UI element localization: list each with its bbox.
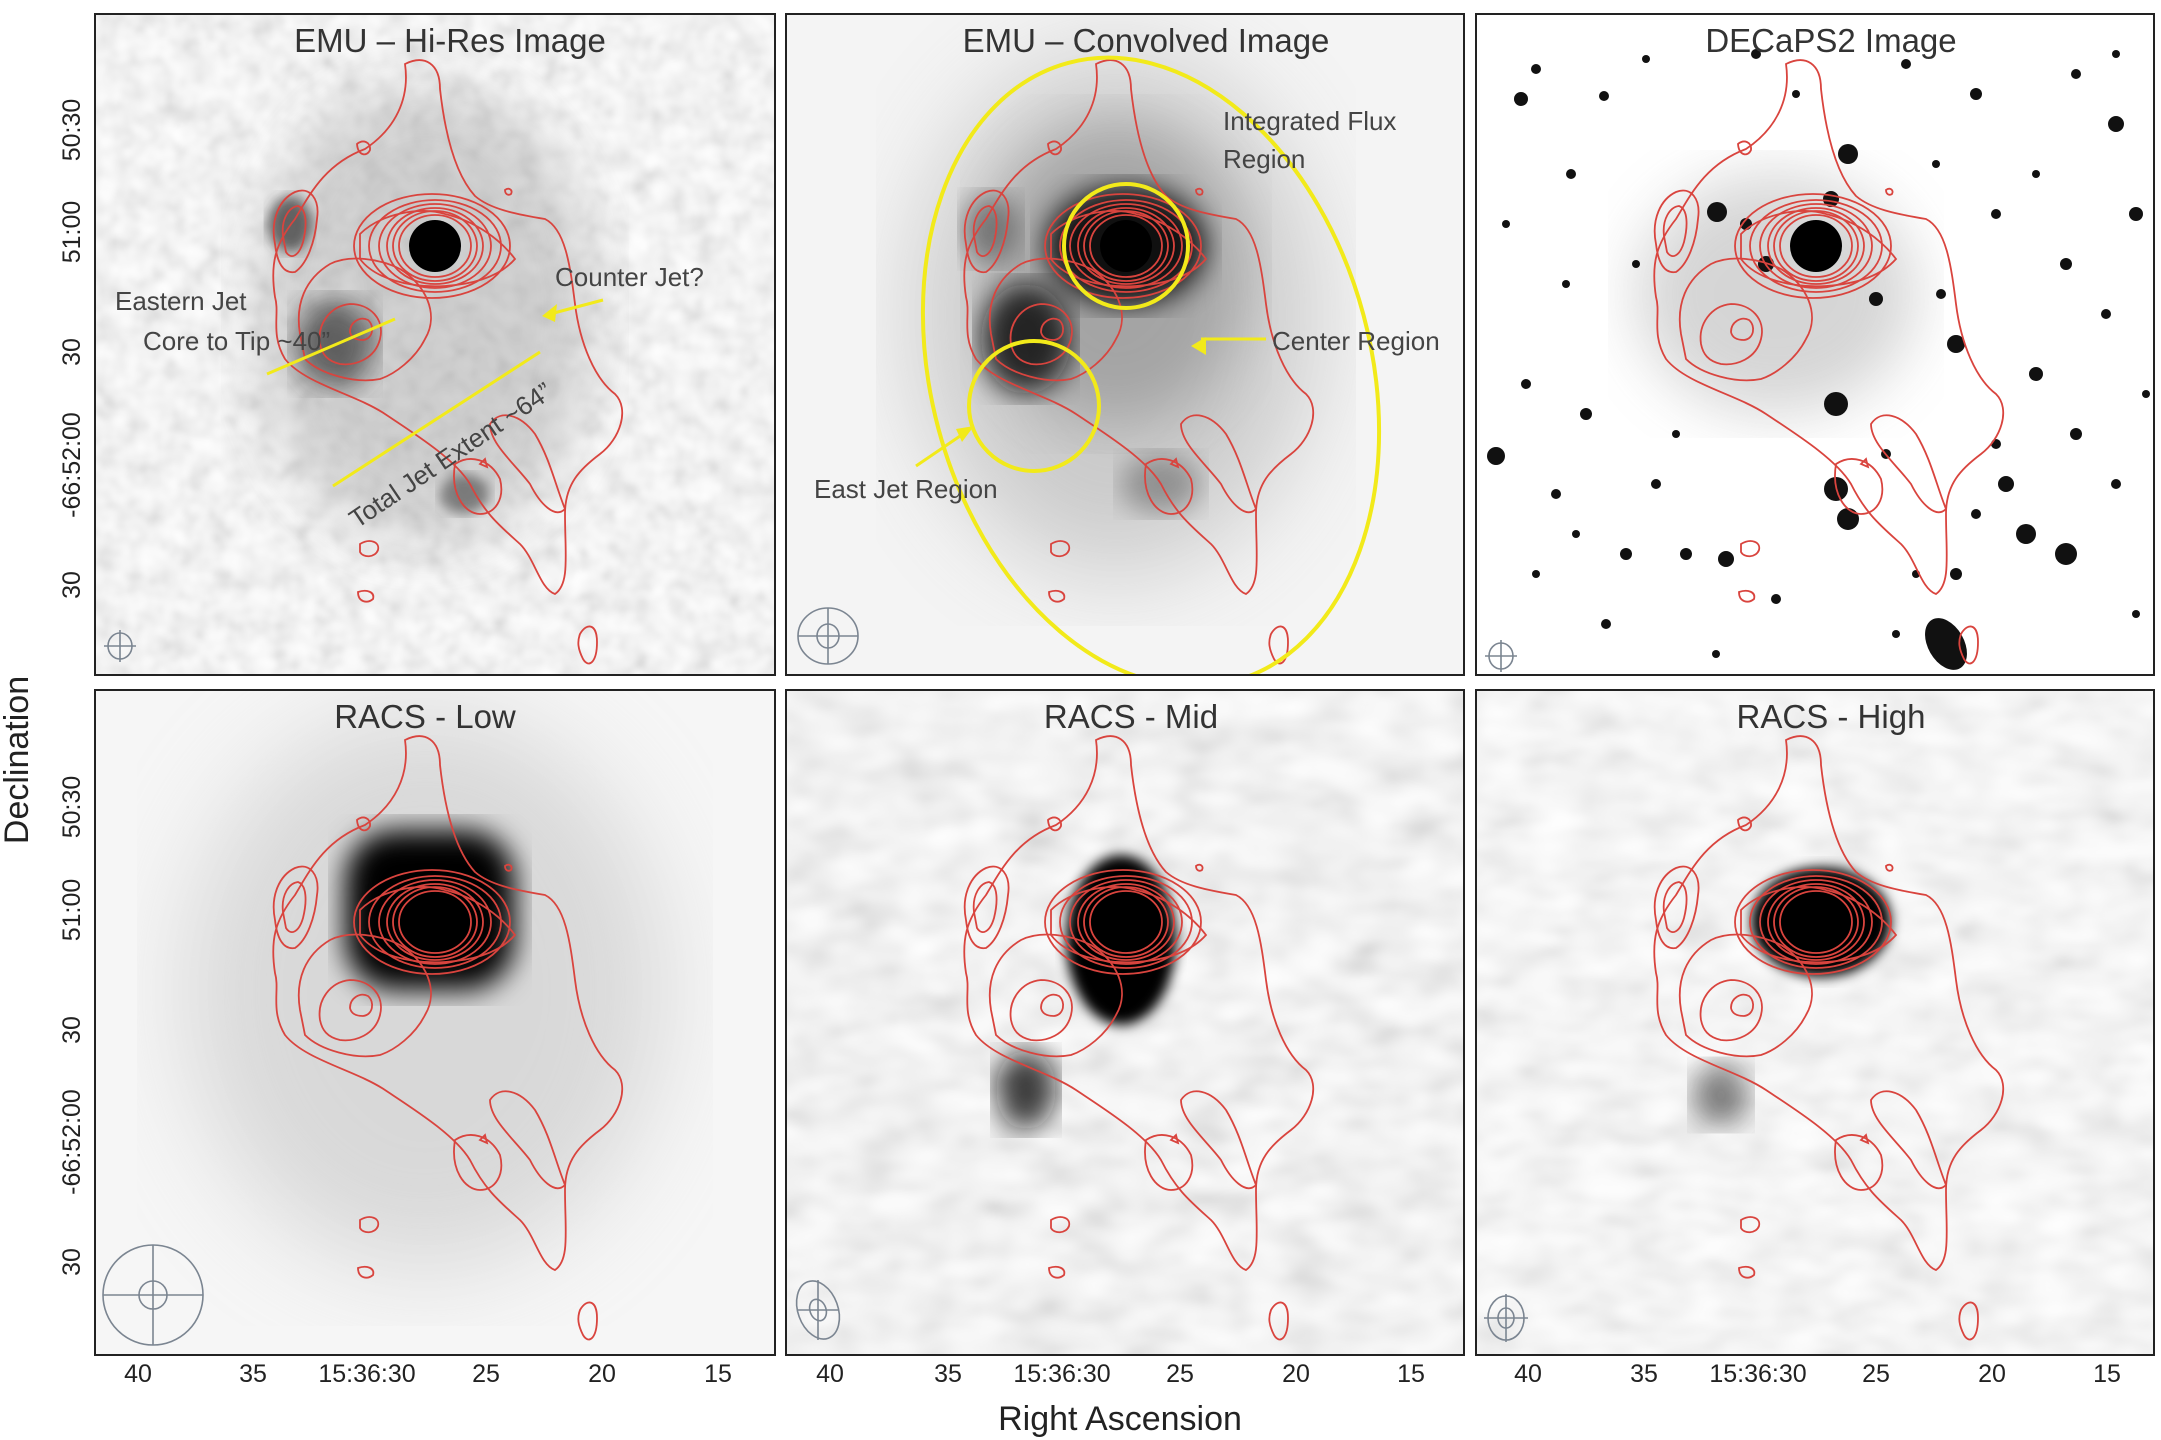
x-tick: 15:36:30 xyxy=(1709,1360,1806,1388)
beam-icon xyxy=(795,1280,841,1340)
panel-title: EMU – Hi-Res Image xyxy=(294,22,606,59)
x-tick: 25 xyxy=(1166,1360,1194,1388)
x-tick: 15:36:30 xyxy=(318,1360,415,1388)
y-tick: 50:30 xyxy=(58,99,86,162)
x-tick: 40 xyxy=(1514,1360,1542,1388)
integrated-flux-label-2: Region xyxy=(1223,144,1305,174)
panel-decaps2: DECaPS2 Image xyxy=(1475,13,2155,676)
x-tick: 35 xyxy=(934,1360,962,1388)
panel-title: DECaPS2 Image xyxy=(1705,22,1956,59)
y-ticks-row2: 50:30 51:00 30 -66:52:00 30 xyxy=(58,776,86,1276)
beam-icon xyxy=(102,1244,204,1346)
y-tick: -66:52:00 xyxy=(58,1089,86,1195)
x-tick: 20 xyxy=(588,1360,616,1388)
x-tick: 20 xyxy=(1282,1360,1310,1388)
panel-racs-mid: RACS - Mid xyxy=(785,689,1465,1356)
y-tick: 30 xyxy=(58,1248,86,1276)
y-tick: -66:52:00 xyxy=(58,412,86,518)
panel-title: RACS - High xyxy=(1737,698,1926,735)
y-tick: 30 xyxy=(58,571,86,599)
beam-icon xyxy=(104,630,136,662)
panel-racs-high: RACS - High xyxy=(1475,689,2155,1356)
panel-emu-hires: EMU – Hi-Res Image Eastern Jet Core to T… xyxy=(94,13,776,676)
center-region-label: Center Region xyxy=(1272,326,1440,356)
x-tick: 35 xyxy=(239,1360,267,1388)
beam-icon xyxy=(1485,640,1517,672)
eastern-jet-label-2: Core to Tip ~40” xyxy=(143,326,330,356)
x-tick: 25 xyxy=(1862,1360,1890,1388)
y-axis-title: Declination xyxy=(0,676,36,844)
x-ticks-panel5: 40 35 15:36:30 25 20 15 xyxy=(816,1360,1425,1388)
eastern-jet-line xyxy=(266,317,396,376)
integrated-flux-region xyxy=(920,55,1382,675)
y-tick: 50:30 xyxy=(58,776,86,839)
panel-title: RACS - Low xyxy=(334,698,516,735)
center-region xyxy=(1062,182,1190,310)
y-tick: 51:00 xyxy=(58,201,86,264)
x-tick: 15:36:30 xyxy=(1013,1360,1110,1388)
beam-icon xyxy=(797,607,859,665)
y-tick: 51:00 xyxy=(58,879,86,942)
y-tick: 30 xyxy=(58,1016,86,1044)
panel-title: RACS - Mid xyxy=(1044,698,1218,735)
stars xyxy=(1487,49,2150,670)
panel-racs-low: RACS - Low xyxy=(94,689,776,1356)
x-tick: 25 xyxy=(472,1360,500,1388)
eastern-jet-label-1: Eastern Jet xyxy=(115,286,247,316)
x-tick: 40 xyxy=(124,1360,152,1388)
x-ticks-panel4: 40 35 15:36:30 25 20 15 xyxy=(124,1360,732,1388)
x-tick: 40 xyxy=(816,1360,844,1388)
panel-title: EMU – Convolved Image xyxy=(963,22,1330,59)
x-tick: 15 xyxy=(2093,1360,2121,1388)
x-tick: 15 xyxy=(1397,1360,1425,1388)
total-jet-line xyxy=(332,350,541,488)
counter-jet-arrow xyxy=(549,298,604,316)
y-ticks-row1: 50:30 51:00 30 -66:52:00 30 xyxy=(58,99,86,599)
counter-jet-label: Counter Jet? xyxy=(555,262,704,292)
x-tick: 20 xyxy=(1978,1360,2006,1388)
y-tick: 30 xyxy=(58,338,86,366)
panel-emu-convolved: EMU – Convolved Image Integrated Flux Re… xyxy=(785,13,1465,676)
east-jet-region-label: East Jet Region xyxy=(814,474,998,504)
x-tick: 35 xyxy=(1630,1360,1658,1388)
integrated-flux-label-1: Integrated Flux xyxy=(1223,106,1396,136)
east-jet-region xyxy=(967,339,1101,473)
x-ticks-panel6: 40 35 15:36:30 25 20 15 xyxy=(1514,1360,2121,1388)
beam-icon xyxy=(1484,1294,1528,1342)
x-tick: 15 xyxy=(704,1360,732,1388)
x-axis-title: Right Ascension xyxy=(998,1400,1242,1438)
